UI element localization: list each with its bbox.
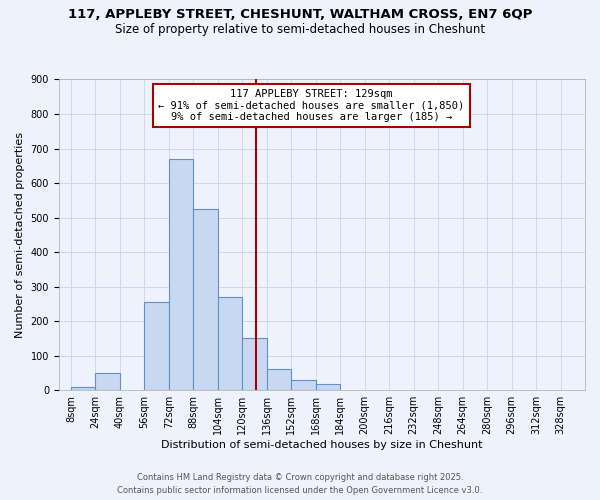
Bar	[71, 387, 95, 390]
Bar	[169, 159, 193, 390]
Bar	[218, 297, 242, 390]
Bar	[267, 370, 291, 390]
Text: Contains HM Land Registry data © Crown copyright and database right 2025.
Contai: Contains HM Land Registry data © Crown c…	[118, 474, 482, 495]
Text: Size of property relative to semi-detached houses in Cheshunt: Size of property relative to semi-detach…	[115, 22, 485, 36]
Bar	[242, 338, 267, 390]
Bar	[316, 384, 340, 390]
Bar	[193, 209, 218, 390]
Bar	[145, 302, 169, 390]
Bar	[291, 380, 316, 390]
Text: 117, APPLEBY STREET, CHESHUNT, WALTHAM CROSS, EN7 6QP: 117, APPLEBY STREET, CHESHUNT, WALTHAM C…	[68, 8, 532, 20]
X-axis label: Distribution of semi-detached houses by size in Cheshunt: Distribution of semi-detached houses by …	[161, 440, 482, 450]
Bar	[95, 373, 120, 390]
Text: 117 APPLEBY STREET: 129sqm
← 91% of semi-detached houses are smaller (1,850)
9% : 117 APPLEBY STREET: 129sqm ← 91% of semi…	[158, 89, 464, 122]
Y-axis label: Number of semi-detached properties: Number of semi-detached properties	[15, 132, 25, 338]
